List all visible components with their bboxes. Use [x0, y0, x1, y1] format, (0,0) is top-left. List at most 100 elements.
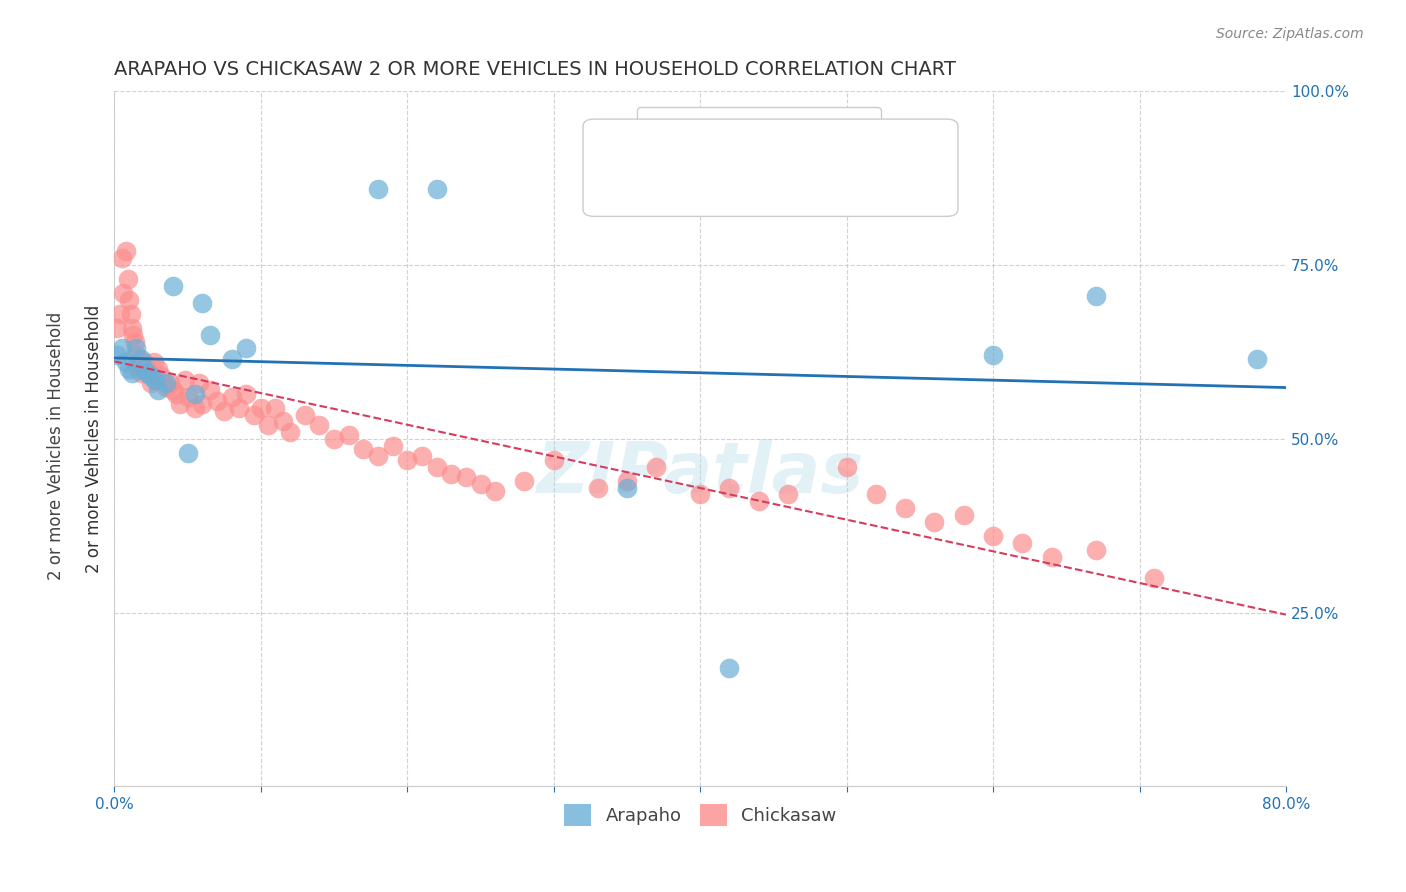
Arapaho: [176, 446, 198, 460]
Chickasaw: [118, 293, 141, 307]
Chickasaw: [142, 355, 165, 369]
Chickasaw: [212, 404, 235, 418]
Chickasaw: [381, 439, 404, 453]
Chickasaw: [132, 355, 155, 369]
Chickasaw: [124, 334, 146, 349]
Chickasaw: [1143, 571, 1166, 585]
Chickasaw: [205, 393, 228, 408]
Chickasaw: [135, 362, 157, 376]
Chickasaw: [131, 359, 153, 373]
Arapaho: [121, 366, 143, 380]
Chickasaw: [127, 362, 149, 376]
Chickasaw: [616, 474, 638, 488]
Chickasaw: [221, 390, 243, 404]
Arapaho: [981, 348, 1004, 362]
Chickasaw: [586, 481, 609, 495]
Y-axis label: 2 or more Vehicles in Household: 2 or more Vehicles in Household: [86, 305, 103, 573]
Chickasaw: [426, 459, 449, 474]
Chickasaw: [981, 529, 1004, 543]
Chickasaw: [105, 320, 128, 334]
Chickasaw: [139, 376, 162, 391]
Chickasaw: [645, 459, 668, 474]
Chickasaw: [191, 397, 214, 411]
Chickasaw: [1084, 543, 1107, 558]
Chickasaw: [470, 477, 492, 491]
Chickasaw: [396, 452, 419, 467]
Chickasaw: [352, 442, 374, 457]
Chickasaw: [112, 285, 135, 300]
Chickasaw: [543, 452, 565, 467]
Chickasaw: [689, 487, 711, 501]
Chickasaw: [228, 401, 250, 415]
Arapaho: [115, 355, 138, 369]
Arapaho: [1246, 351, 1268, 366]
Arapaho: [132, 362, 155, 376]
Chickasaw: [169, 397, 191, 411]
Chickasaw: [155, 380, 177, 394]
Chickasaw: [159, 376, 181, 391]
Arapaho: [162, 279, 184, 293]
Chickasaw: [367, 449, 389, 463]
Chickasaw: [128, 355, 150, 369]
Chickasaw: [718, 481, 741, 495]
Chickasaw: [117, 272, 139, 286]
Chickasaw: [242, 408, 264, 422]
Arapaho: [426, 181, 449, 195]
Arapaho: [145, 373, 167, 387]
Arapaho: [1084, 289, 1107, 303]
Arapaho: [235, 342, 257, 356]
Legend: Arapaho, Chickasaw: Arapaho, Chickasaw: [557, 797, 844, 833]
Chickasaw: [323, 432, 346, 446]
Text: ARAPAHO VS CHICKASAW 2 OR MORE VEHICLES IN HOUSEHOLD CORRELATION CHART: ARAPAHO VS CHICKASAW 2 OR MORE VEHICLES …: [114, 60, 956, 78]
Arapaho: [184, 386, 207, 401]
Chickasaw: [865, 487, 887, 501]
Chickasaw: [176, 390, 198, 404]
Arapaho: [105, 348, 128, 362]
Arapaho: [616, 481, 638, 495]
Chickasaw: [271, 415, 294, 429]
Chickasaw: [411, 449, 433, 463]
Chickasaw: [148, 362, 170, 376]
Chickasaw: [110, 307, 132, 321]
Chickasaw: [115, 244, 138, 259]
Chickasaw: [120, 307, 142, 321]
Text: ZIPatlas: ZIPatlas: [537, 439, 863, 508]
Chickasaw: [484, 483, 506, 498]
Text: 2 or more Vehicles in Household: 2 or more Vehicles in Household: [48, 312, 65, 580]
Arapaho: [118, 362, 141, 376]
Chickasaw: [165, 386, 187, 401]
Arapaho: [148, 383, 170, 397]
Arapaho: [367, 181, 389, 195]
Chickasaw: [173, 373, 195, 387]
Chickasaw: [250, 401, 273, 415]
Chickasaw: [257, 417, 280, 432]
Arapaho: [111, 342, 134, 356]
Chickasaw: [184, 401, 207, 415]
Chickasaw: [162, 383, 184, 397]
Text: Source: ZipAtlas.com: Source: ZipAtlas.com: [1216, 27, 1364, 41]
Chickasaw: [776, 487, 799, 501]
FancyBboxPatch shape: [583, 119, 957, 217]
Chickasaw: [235, 386, 257, 401]
Arapaho: [139, 369, 162, 384]
Arapaho: [221, 351, 243, 366]
Chickasaw: [1011, 536, 1033, 550]
Arapaho: [198, 327, 221, 342]
Arapaho: [125, 342, 148, 356]
Arapaho: [155, 376, 177, 391]
Arapaho: [718, 661, 741, 675]
Chickasaw: [454, 470, 477, 484]
Chickasaw: [513, 474, 536, 488]
Chickasaw: [924, 516, 946, 530]
Chickasaw: [748, 494, 770, 508]
Chickasaw: [198, 383, 221, 397]
Chickasaw: [308, 417, 330, 432]
Chickasaw: [835, 459, 858, 474]
Chickasaw: [440, 467, 463, 481]
Chickasaw: [337, 428, 360, 442]
Chickasaw: [111, 251, 134, 265]
Chickasaw: [150, 369, 173, 384]
Chickasaw: [188, 376, 211, 391]
Chickasaw: [1040, 550, 1063, 565]
Arapaho: [135, 366, 157, 380]
